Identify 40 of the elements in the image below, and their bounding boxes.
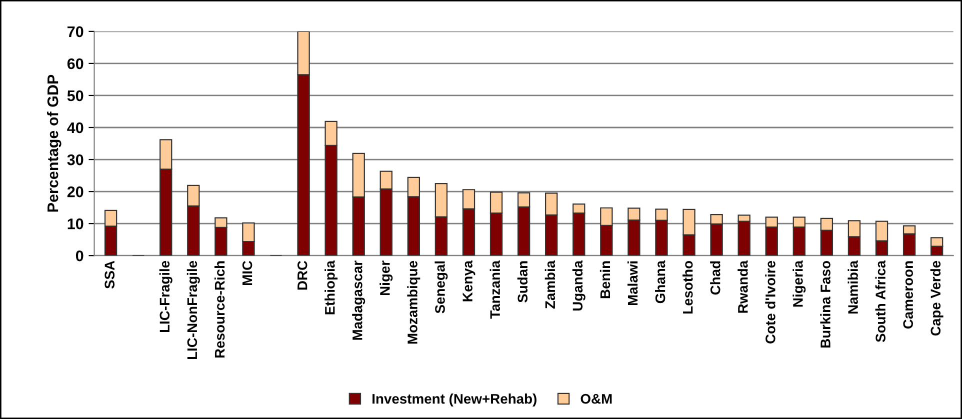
x-tick-label: Mozambique: [407, 260, 420, 344]
y-axis-title: Percentage of GDP: [47, 74, 62, 212]
x-tick-label: Benin: [600, 261, 610, 298]
x-tick-label: Cameroon: [903, 261, 914, 329]
x-tick-label: Cape Verde: [930, 260, 944, 336]
x-tick-label: Chad: [710, 261, 720, 295]
x-tick-label: LIC-Fragile: [159, 260, 172, 332]
y-tick-label: 60: [67, 58, 84, 70]
y-tick-label: 50: [67, 90, 84, 102]
x-tick-label: South Africa: [875, 260, 886, 342]
x-tick-label: Resource-Rich: [214, 261, 225, 358]
y-tick-label: 30: [67, 154, 84, 166]
x-tick-label: SSA: [104, 260, 115, 289]
x-tick-label: Ghana: [655, 260, 666, 304]
x-tick-label: Burkina Faso: [820, 260, 830, 348]
y-tick-label: 40: [67, 122, 84, 134]
x-tick-label: Sudan: [517, 261, 528, 302]
x-tick-label: Niger: [380, 260, 393, 296]
x-tick-label: Madagascar: [352, 260, 366, 340]
x-tick-label: Ethiopia: [324, 260, 338, 314]
x-tick-label: Cote d'Ivoire: [765, 260, 776, 344]
x-tick-label: Malawi: [627, 261, 638, 306]
y-tick-label: 10: [68, 218, 84, 230]
x-tick-label: Uganda: [572, 260, 586, 311]
x-tick-label: Kenya: [462, 260, 476, 302]
legend-label: O&M: [580, 394, 612, 404]
x-tick-label: Rwanda: [738, 260, 748, 313]
x-tick-label: Tanzania: [490, 260, 500, 319]
x-tick-label: DRC: [297, 260, 308, 290]
x-tick-label: Nigeria: [792, 260, 806, 307]
x-tick-label: LIC-NonFragile: [186, 260, 200, 360]
x-tick-label: Lesotho: [682, 260, 693, 314]
y-tick-label: 70: [68, 26, 84, 38]
y-tick-label: 0: [76, 250, 84, 262]
x-tick-label: Zambia: [544, 260, 556, 309]
legend-label: Investment (New+Rehab): [372, 394, 536, 406]
x-tick-label: MIC: [242, 260, 252, 285]
x-tick-label: Senegal: [434, 261, 448, 314]
x-tick-label: Namibia: [848, 260, 858, 314]
y-tick-label: 20: [67, 186, 84, 198]
